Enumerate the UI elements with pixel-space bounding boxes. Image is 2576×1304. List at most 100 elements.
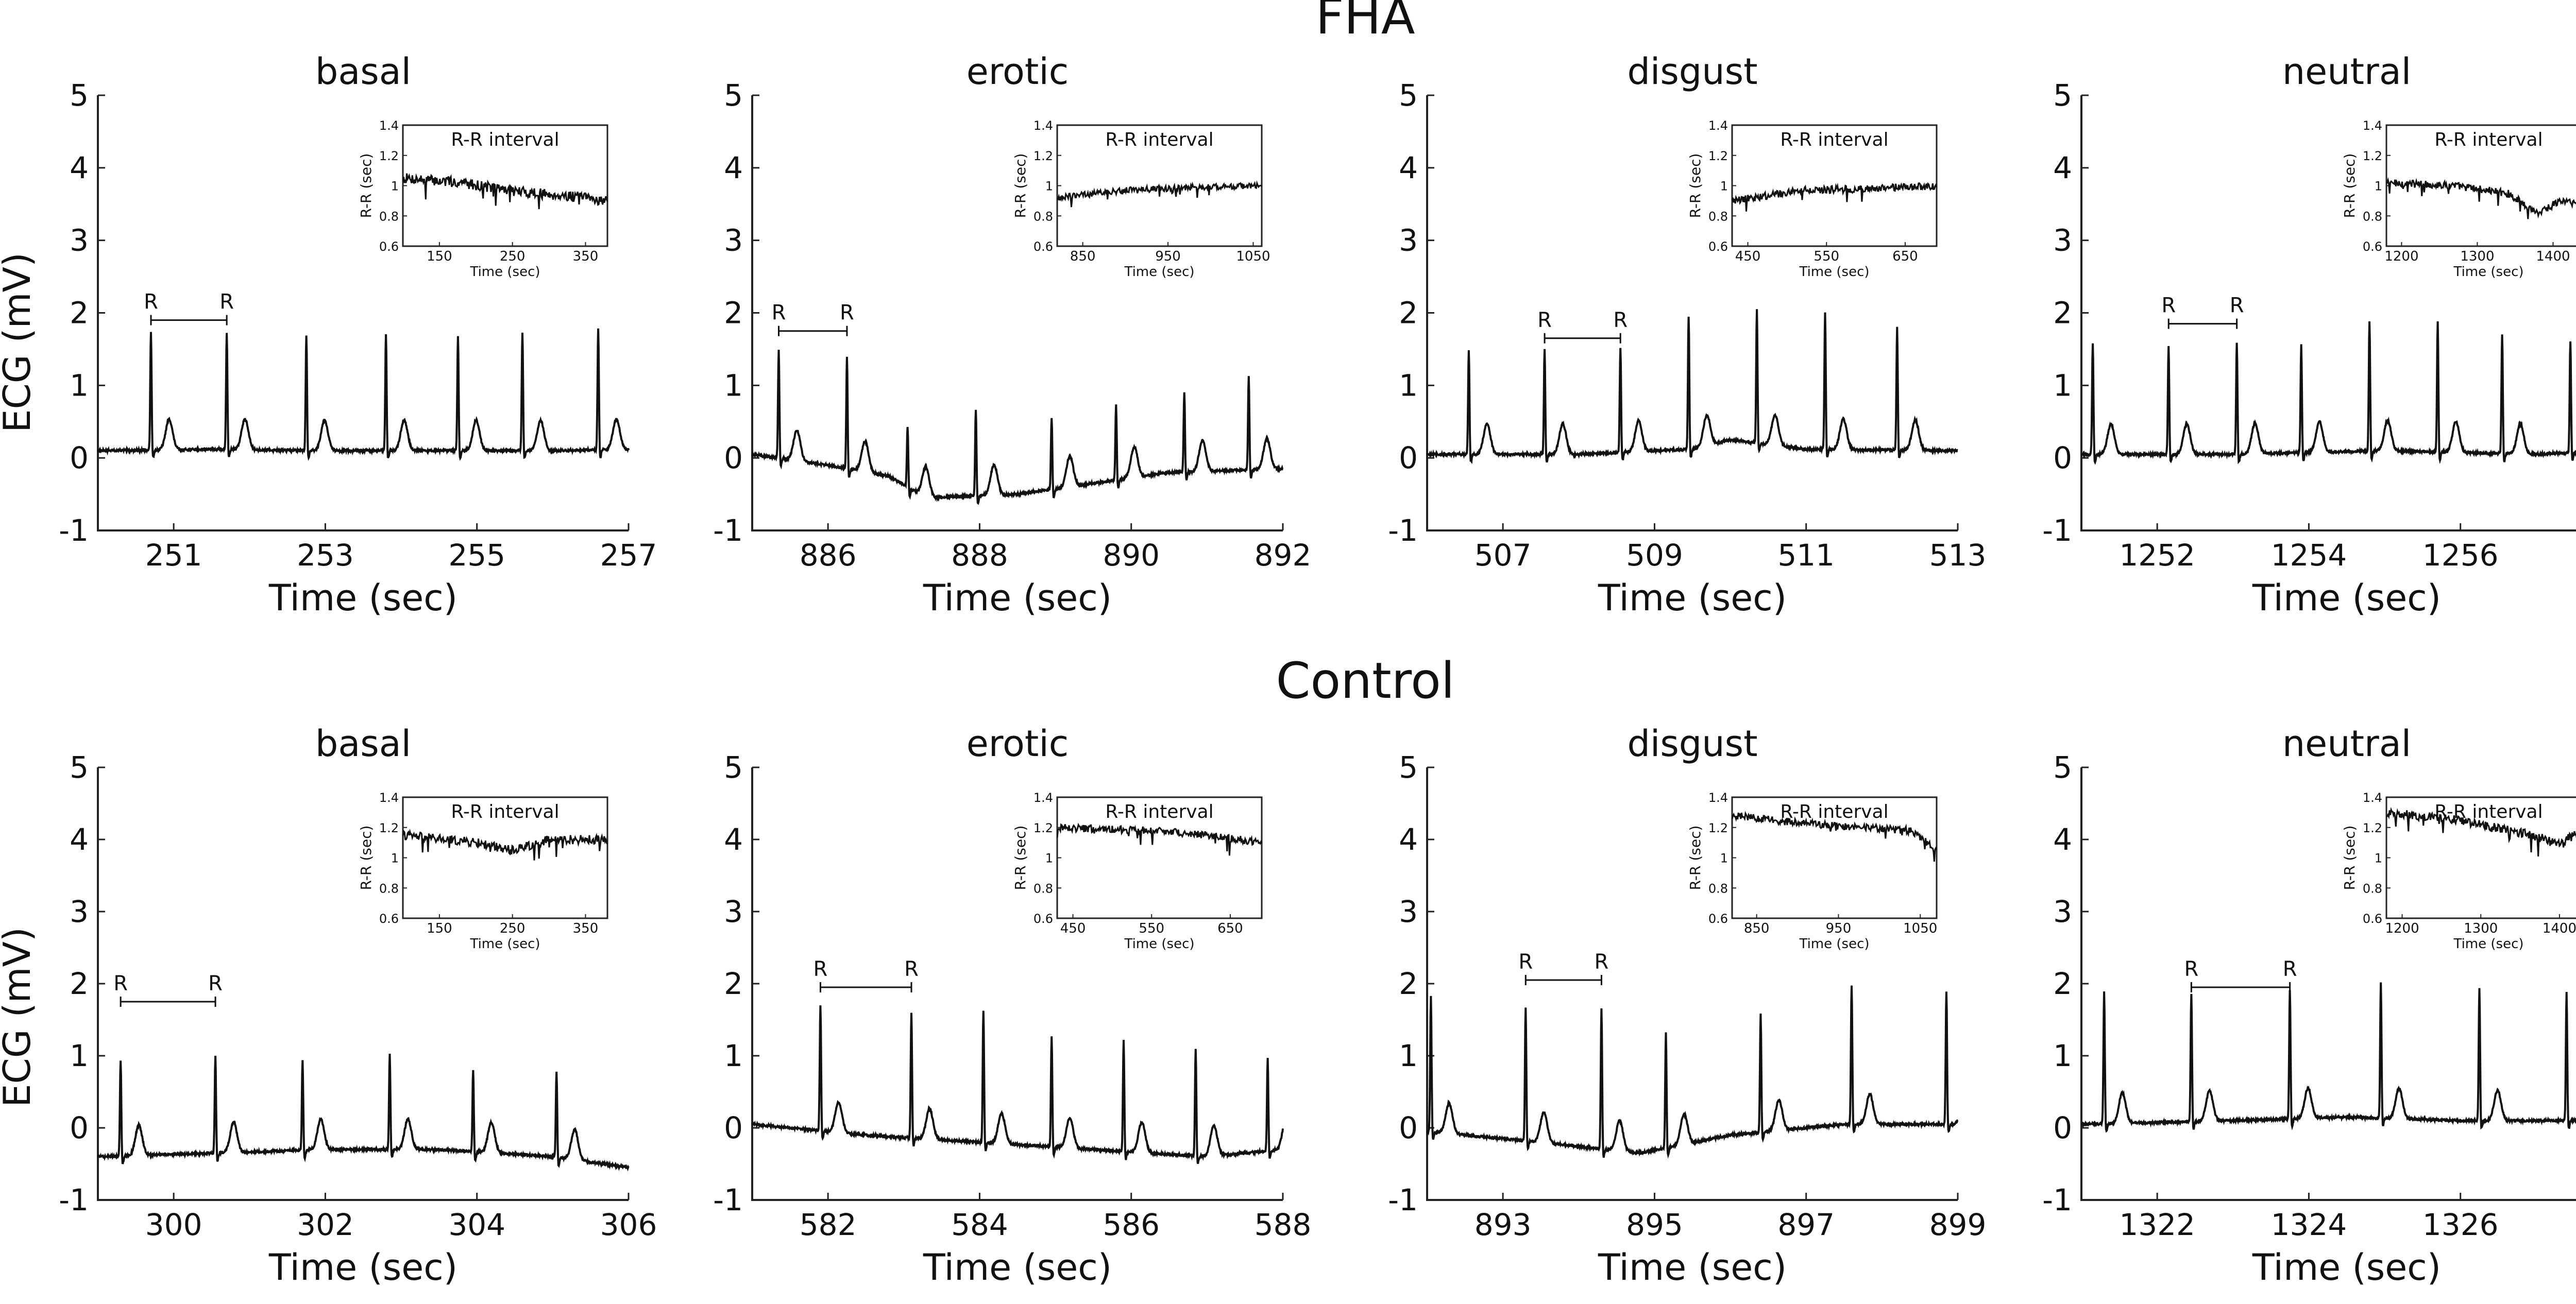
inset-title: R-R interval — [2434, 129, 2543, 150]
inset-rr-interval: R-R interval 0.6 0.8 1 1.2 1.4 1200 1300 1400 Tim… — [2341, 791, 2576, 952]
y-tick-label: 2 — [70, 296, 89, 331]
y-tick-label: 3 — [2053, 894, 2072, 929]
panel-control-basal: basal -1 0 1 2 3 4 5 300 302 304 306 Time (sec) R R R-R… — [59, 723, 657, 1289]
inset-rr-trace — [402, 173, 608, 210]
inset-x-tick-label: 1050 — [1236, 249, 1270, 264]
y-tick-label: 2 — [70, 966, 89, 1001]
y-tick-label: -1 — [2042, 1182, 2072, 1217]
rr-marker-label: R — [1613, 308, 1628, 332]
inset-y-tick-label: 1 — [391, 851, 399, 866]
x-tick-label: 895 — [1626, 1207, 1683, 1242]
rr-marker-label: R — [814, 957, 828, 981]
rr-marker-label: R — [1537, 308, 1552, 332]
y-tick-label: 3 — [1399, 894, 1418, 929]
y-tick-label: 3 — [724, 223, 743, 258]
inset-y-tick-label: 1 — [1045, 179, 1053, 194]
inset-y-tick-label: 1 — [1045, 851, 1053, 866]
inset-y-tick-label: 1 — [1720, 179, 1728, 194]
inset-x-tick-label: 1200 — [2384, 249, 2418, 264]
inset-frame — [1056, 796, 1263, 919]
x-tick-label: 255 — [448, 538, 505, 573]
panel-title: basal — [315, 50, 411, 93]
inset-y-tick-label: 1 — [2375, 851, 2382, 866]
x-tick-label: 886 — [800, 538, 857, 573]
inset-y-tick-label: 1.4 — [1033, 791, 1053, 805]
rr-marker-label: R — [2184, 957, 2198, 981]
x-tick-label: 1326 — [2422, 1207, 2499, 1242]
y-tick-label: 3 — [1399, 223, 1418, 258]
panel-title: neutral — [2282, 50, 2411, 93]
inset-x-axis-label: Time (sec) — [1124, 936, 1194, 952]
inset-title: R-R interval — [1780, 801, 1888, 822]
inset-title: R-R interval — [451, 801, 559, 822]
inset-frame — [402, 124, 608, 247]
inset-y-tick-label: 0.8 — [2363, 881, 2382, 896]
inset-y-tick-label: 1.4 — [2363, 791, 2382, 805]
inset-x-tick-label: 650 — [1892, 249, 1918, 264]
rr-marker-label: R — [1518, 950, 1533, 974]
inset-title: R-R interval — [1105, 801, 1213, 822]
y-tick-label: 4 — [724, 822, 743, 857]
x-tick-label: 1258 — [2574, 538, 2576, 573]
inset-title: R-R interval — [1105, 129, 1213, 150]
inset-rr-interval: R-R interval 0.6 0.8 1 1.2 1.4 450 550 650 Time (… — [1687, 118, 1938, 280]
inset-x-tick-label: 550 — [1139, 921, 1164, 936]
x-tick-label: 582 — [800, 1207, 857, 1242]
x-tick-label: 899 — [1929, 1207, 1987, 1242]
inset-y-axis-label: R-R (sec) — [1012, 153, 1029, 218]
inset-y-tick-label: 1.4 — [1033, 118, 1053, 133]
inset-rr-interval: R-R interval 0.6 0.8 1 1.2 1.4 1200 1300 1400 Tim… — [2341, 118, 2576, 280]
y-axis-label-control: ECG (mV) — [0, 927, 39, 1107]
x-tick-label: 257 — [600, 538, 657, 573]
inset-x-tick-label: 450 — [1060, 921, 1086, 936]
rr-marker-label: R — [208, 972, 223, 996]
inset-x-tick-label: 350 — [573, 921, 599, 936]
inset-x-tick-label: 850 — [1744, 921, 1770, 936]
inset-y-tick-label: 0.8 — [379, 881, 399, 896]
x-tick-label: 304 — [448, 1207, 505, 1242]
y-tick-label: 5 — [2053, 750, 2072, 785]
inset-y-tick-label: 1.2 — [1033, 149, 1053, 163]
inset-y-tick-label: 1.4 — [379, 791, 399, 805]
y-tick-label: 1 — [1399, 368, 1418, 403]
x-tick-label: 507 — [1475, 538, 1532, 573]
panels-container: basal -1 0 1 2 3 4 5 2 5 1 2 5 3 255 257 Time (sec) R R R-R… — [59, 50, 2576, 1289]
y-tick-label: 4 — [724, 150, 743, 185]
inset-y-tick-label: 0.6 — [2363, 912, 2382, 926]
panel-title: neutral — [2282, 723, 2411, 765]
ecg-trace — [2081, 321, 2576, 465]
inset-rr-trace — [402, 828, 608, 861]
inset-rr-interval: R-R interval 0.6 0.8 1 1.2 1.4 850 950 1050 Time … — [1012, 118, 1270, 280]
rr-marker-label: R — [840, 301, 854, 325]
y-tick-label: 5 — [2053, 78, 2072, 113]
inset-x-tick-label: 550 — [1814, 249, 1839, 264]
y-tick-label: 2 — [724, 966, 743, 1001]
inset-x-axis-label: Time (sec) — [1799, 264, 1869, 280]
inset-y-tick-label: 1.2 — [2363, 821, 2382, 835]
inset-rr-interval: R-R interval 0.6 0.8 1 1.2 1.4 850 950 1050 Time … — [1687, 791, 1938, 952]
x-tick-label: 897 — [1777, 1207, 1835, 1242]
x-tick-label: 511 — [1777, 538, 1835, 573]
inset-x-tick-label: 650 — [1217, 921, 1243, 936]
inset-x-tick-label: 1300 — [2464, 921, 2498, 936]
inset-y-tick-label: 0.8 — [1708, 209, 1728, 224]
inset-y-axis-label: R-R (sec) — [1687, 826, 1704, 890]
y-tick-label: 0 — [724, 440, 743, 475]
y-tick-label: 1 — [2053, 368, 2072, 403]
x-axis-label: Time (sec) — [2252, 577, 2441, 619]
rr-marker-label: R — [219, 290, 234, 314]
inset-y-tick-label: 1.2 — [1708, 821, 1728, 835]
y-tick-label: -1 — [1388, 1182, 1418, 1217]
inset-y-axis-label: R-R (sec) — [2341, 153, 2358, 218]
x-tick-label: 1328 — [2574, 1207, 2576, 1242]
panel-fha-basal: basal -1 0 1 2 3 4 5 251 253 255 257 Time (sec) R R R-R… — [59, 50, 657, 619]
rr-marker-label: R — [772, 301, 786, 325]
inset-y-tick-label: 0.8 — [1033, 881, 1053, 896]
inset-rr-trace — [1731, 811, 1938, 862]
inset-x-tick-label: 1200 — [2385, 921, 2419, 936]
y-tick-label: 5 — [724, 78, 743, 113]
y-tick-label: 3 — [70, 894, 89, 929]
inset-rr-interval: R-R interval 0.6 0.8 1 1.2 1.4 150 250 350 Time (… — [358, 118, 608, 280]
y-tick-label: 1 — [70, 1038, 89, 1073]
inset-x-tick-label: 150 — [427, 249, 452, 264]
